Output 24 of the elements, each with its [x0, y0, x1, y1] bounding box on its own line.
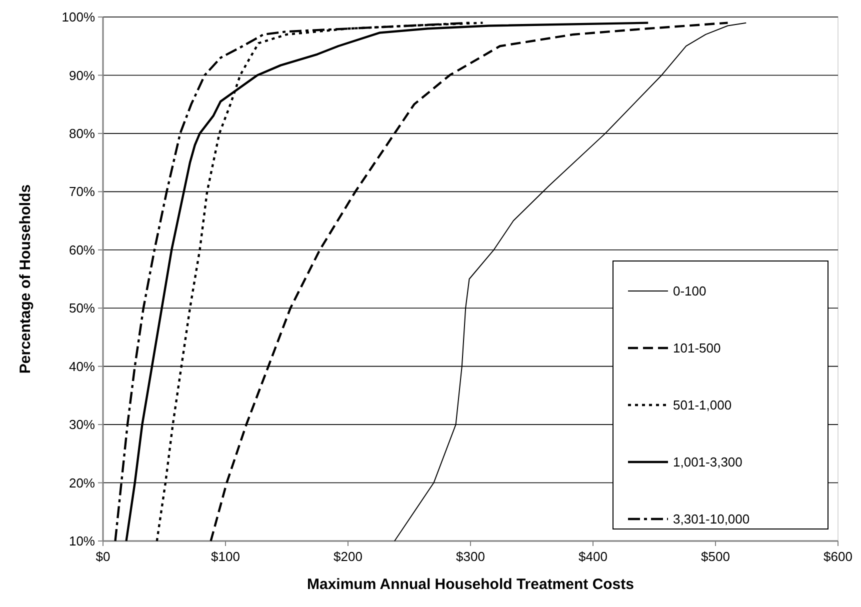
y-tick-label: 20%	[68, 475, 96, 490]
x-tick-label: $300	[456, 549, 485, 564]
y-tick-label: 10%	[68, 534, 96, 549]
legend-label: 1,001-3,300	[673, 454, 742, 470]
y-tick-label: 60%	[68, 242, 96, 258]
x-tick-label: $500	[701, 549, 730, 564]
y-axis-title: Percentage of Households	[17, 184, 34, 374]
legend-label: 0-100	[673, 284, 706, 299]
y-tick-label: 30%	[68, 417, 96, 432]
x-axis-title: Maximum Annual Household Treatment Costs	[307, 576, 634, 593]
x-tick-label: $400	[578, 549, 608, 564]
legend-label: 501-1,000	[673, 398, 732, 413]
y-tick-label: 40%	[68, 358, 96, 374]
legend-label: 3,301-10,000	[673, 512, 750, 527]
x-tick-label: $600	[824, 549, 852, 564]
y-tick-label: 80%	[68, 126, 96, 141]
y-tick-label: 100%	[62, 10, 96, 25]
y-tick-label: 90%	[68, 68, 96, 83]
y-tick-label: 50%	[68, 300, 96, 316]
legend-label: 101-500	[673, 340, 721, 356]
x-tick-label: $0	[96, 549, 110, 564]
y-tick-label: 70%	[68, 184, 96, 200]
x-tick-label: $100	[211, 549, 240, 564]
x-tick-label: $200	[334, 549, 362, 564]
